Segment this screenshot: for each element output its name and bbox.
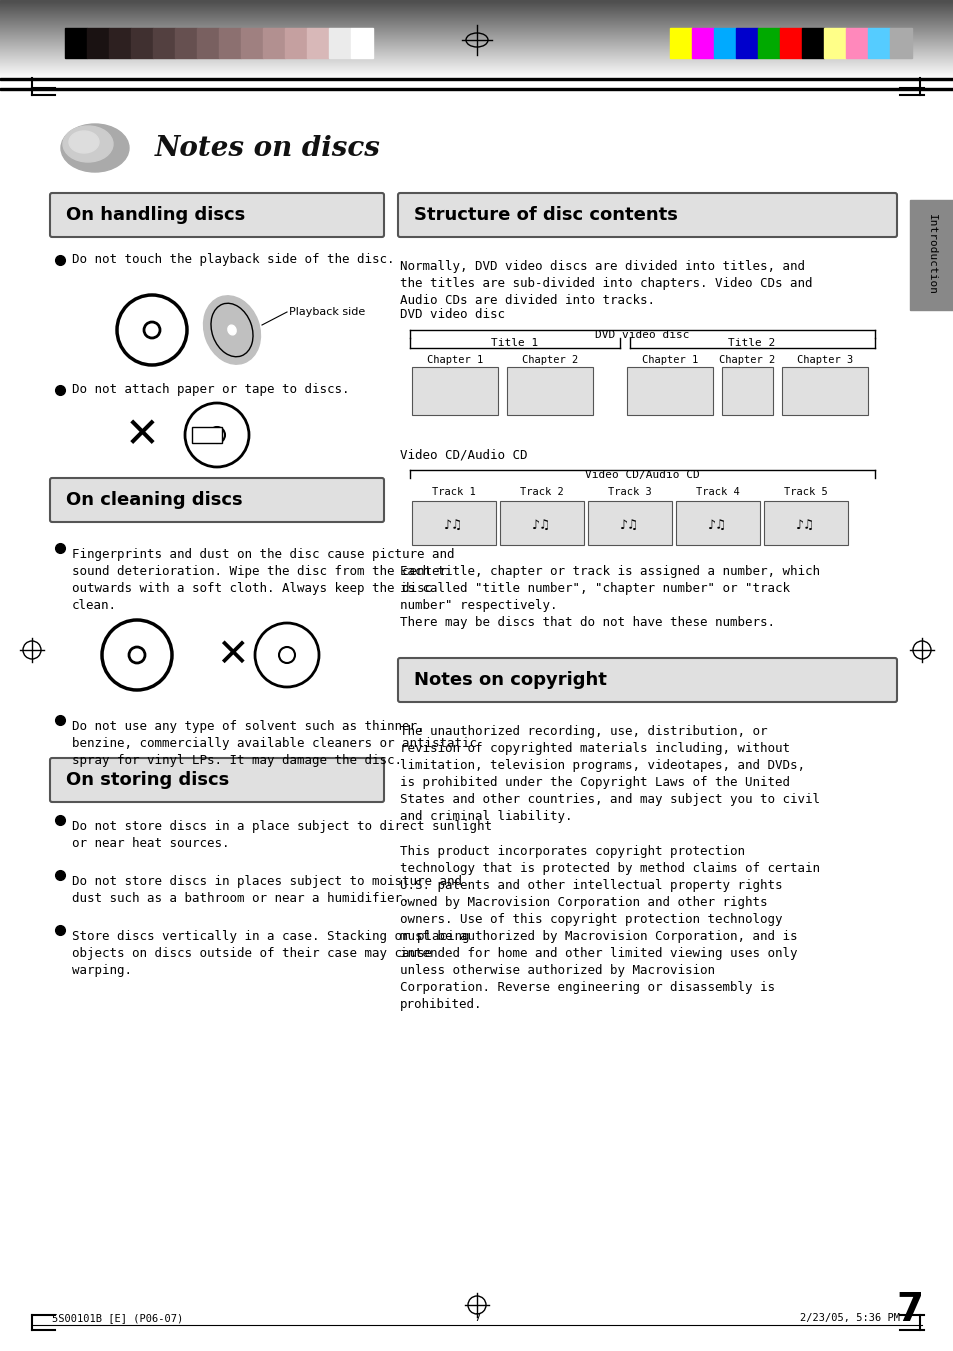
Text: Chapter 3: Chapter 3 (796, 355, 852, 365)
Text: Each title, chapter or track is assigned a number, which
is called "title number: Each title, chapter or track is assigned… (399, 565, 820, 630)
Bar (781, 367, 867, 415)
Text: Video CD/Audio CD: Video CD/Audio CD (399, 449, 527, 462)
FancyBboxPatch shape (397, 658, 896, 703)
Bar (192, 427, 222, 443)
Text: ✕: ✕ (125, 413, 159, 457)
Text: Track 3: Track 3 (607, 486, 651, 497)
Text: DVD video disc: DVD video disc (594, 330, 688, 340)
Bar (691, 28, 713, 58)
Text: Notes on discs: Notes on discs (154, 135, 380, 162)
Text: Chapter 1: Chapter 1 (641, 355, 698, 365)
Bar (241, 28, 263, 58)
Bar (713, 28, 735, 58)
Text: DVD video disc: DVD video disc (399, 308, 504, 322)
Text: Introduction: Introduction (926, 215, 936, 296)
Bar (0, 78, 953, 80)
Ellipse shape (63, 126, 112, 162)
Bar (867, 28, 889, 58)
FancyBboxPatch shape (50, 193, 384, 236)
Text: Track 2: Track 2 (519, 486, 563, 497)
Text: ♪♫: ♪♫ (619, 519, 639, 531)
Ellipse shape (203, 296, 260, 365)
Ellipse shape (61, 124, 129, 172)
Bar (823, 28, 845, 58)
Text: Do not use any type of solvent such as thinner,
benzine, commercially available : Do not use any type of solvent such as t… (71, 720, 476, 767)
Text: Store discs vertically in a case. Stacking or placing
objects on discs outside o: Store discs vertically in a case. Stacki… (71, 929, 469, 977)
Bar (307, 28, 329, 58)
Bar (109, 28, 131, 58)
Bar (801, 28, 823, 58)
Ellipse shape (228, 326, 236, 335)
FancyBboxPatch shape (50, 478, 384, 521)
Text: Title 1: Title 1 (491, 338, 538, 349)
Text: This product incorporates copyright protection
technology that is protected by m: This product incorporates copyright prot… (399, 844, 820, 1011)
Bar (219, 28, 241, 58)
Text: 7: 7 (474, 1313, 479, 1323)
Text: ♪♫: ♪♫ (532, 519, 551, 531)
Text: ♪♫: ♪♫ (796, 519, 815, 531)
FancyBboxPatch shape (50, 758, 384, 802)
Bar (131, 28, 152, 58)
Ellipse shape (69, 131, 99, 153)
Bar (499, 501, 583, 544)
Bar (845, 28, 867, 58)
Text: Video CD/Audio CD: Video CD/Audio CD (584, 470, 699, 480)
Text: 2/23/05, 5:36 PM: 2/23/05, 5:36 PM (800, 1313, 899, 1323)
Text: Track 5: Track 5 (783, 486, 827, 497)
Bar (780, 28, 801, 58)
Bar (889, 28, 911, 58)
Bar (909, 200, 953, 309)
Bar (351, 28, 373, 58)
Bar (412, 501, 496, 544)
Bar (669, 28, 691, 58)
Bar (196, 28, 219, 58)
Bar (758, 28, 780, 58)
Bar (626, 367, 712, 415)
Text: On handling discs: On handling discs (66, 205, 245, 224)
Bar (65, 28, 87, 58)
Text: Track 1: Track 1 (432, 486, 476, 497)
Text: Normally, DVD video discs are divided into titles, and
the titles are sub-divide: Normally, DVD video discs are divided in… (399, 259, 812, 307)
Text: On storing discs: On storing discs (66, 771, 229, 789)
Text: Chapter 2: Chapter 2 (521, 355, 578, 365)
Text: ♪♫: ♪♫ (708, 519, 727, 531)
Text: ♪♫: ♪♫ (444, 519, 463, 531)
FancyBboxPatch shape (397, 193, 896, 236)
Bar (285, 28, 307, 58)
Bar (735, 28, 758, 58)
Bar (263, 28, 285, 58)
Bar (721, 367, 772, 415)
Bar (587, 501, 671, 544)
Bar (152, 28, 174, 58)
Text: Chapter 2: Chapter 2 (719, 355, 774, 365)
Bar (174, 28, 196, 58)
Text: Structure of disc contents: Structure of disc contents (414, 205, 678, 224)
Text: Notes on copyright: Notes on copyright (414, 671, 606, 689)
Text: Do not store discs in a place subject to direct sunlight
or near heat sources.: Do not store discs in a place subject to… (71, 820, 492, 850)
Bar (0, 88, 953, 91)
Text: On cleaning discs: On cleaning discs (66, 490, 242, 509)
Text: Do not store discs in places subject to moisture and
dust such as a bathroom or : Do not store discs in places subject to … (71, 875, 461, 905)
Text: Fingerprints and dust on the disc cause picture and
sound deterioration. Wipe th: Fingerprints and dust on the disc cause … (71, 549, 454, 612)
Text: 7: 7 (896, 1292, 923, 1329)
Bar (329, 28, 351, 58)
Text: The unauthorized recording, use, distribution, or
revision of copyrighted materi: The unauthorized recording, use, distrib… (399, 725, 820, 823)
Bar (87, 28, 109, 58)
Text: Playback side: Playback side (289, 307, 365, 317)
Text: Track 4: Track 4 (696, 486, 740, 497)
Text: Title 2: Title 2 (727, 338, 775, 349)
Text: 5S00101B [E] (P06-07): 5S00101B [E] (P06-07) (52, 1313, 183, 1323)
Text: Chapter 1: Chapter 1 (426, 355, 482, 365)
Bar (506, 367, 593, 415)
Bar (412, 367, 497, 415)
Bar (763, 501, 847, 544)
Text: Do not touch the playback side of the disc.: Do not touch the playback side of the di… (71, 254, 395, 266)
Bar (676, 501, 760, 544)
Text: ✕: ✕ (215, 636, 248, 674)
Text: Do not attach paper or tape to discs.: Do not attach paper or tape to discs. (71, 384, 349, 396)
